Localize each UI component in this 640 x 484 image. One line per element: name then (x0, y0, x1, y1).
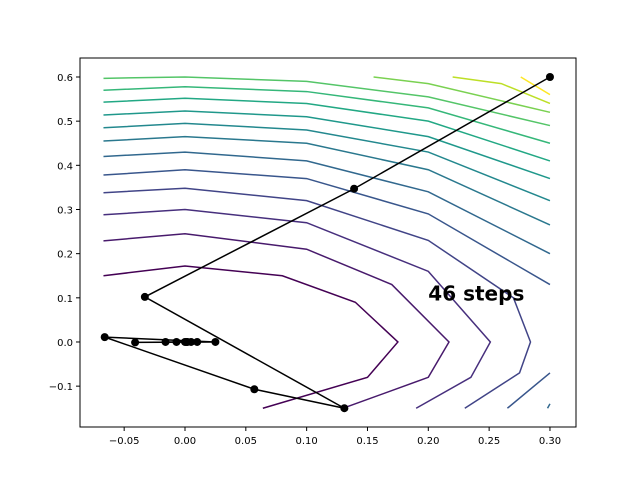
contour-line (103, 122, 551, 202)
contour-line (103, 151, 551, 409)
path-point (250, 385, 259, 394)
x-tick-label: 0.00 (174, 436, 196, 447)
y-tick-label: 0.3 (57, 205, 73, 216)
y-tick-label: 0.1 (57, 294, 73, 305)
path-point (193, 337, 202, 346)
contour-line (103, 168, 551, 409)
axes-frame (79, 57, 577, 428)
contour-line (103, 76, 551, 127)
y-tick-label: −0.1 (49, 382, 73, 393)
contour-line (103, 187, 532, 409)
y-tick-label: 0.0 (57, 338, 73, 349)
path-point (211, 337, 220, 346)
y-tick-label: 0.2 (57, 250, 73, 261)
path-point (172, 337, 181, 346)
path-point (161, 337, 170, 346)
path-point (131, 338, 140, 347)
y-tick-label: 0.6 (57, 73, 73, 84)
contour-line (103, 233, 450, 409)
contour-line (103, 135, 551, 226)
contour-line (373, 76, 551, 114)
annotation: 46 steps (428, 281, 524, 305)
path-point (350, 184, 359, 193)
contour-line (103, 97, 551, 162)
x-tick-label: 0.30 (539, 436, 561, 447)
contour-line (452, 76, 551, 105)
contour-line (103, 265, 399, 409)
path-point (140, 292, 149, 301)
descent-path (104, 76, 551, 409)
x-tick-label: 0.05 (235, 436, 257, 447)
contour-line (103, 208, 492, 409)
y-tick-label: 0.4 (57, 161, 73, 172)
path-point (180, 337, 189, 346)
plot-area (100, 72, 554, 413)
y-tick-label: 0.5 (57, 117, 73, 128)
x-tick-label: 0.25 (478, 436, 500, 447)
path-point (545, 72, 554, 81)
path-point (100, 333, 109, 342)
contour-line (103, 85, 551, 144)
x-tick-label: 0.20 (417, 436, 439, 447)
x-tick-label: −0.05 (109, 436, 140, 447)
contour-line (103, 110, 551, 180)
x-tick-label: 0.15 (356, 436, 378, 447)
x-tick-label: 0.10 (296, 436, 318, 447)
path-point (340, 404, 349, 413)
